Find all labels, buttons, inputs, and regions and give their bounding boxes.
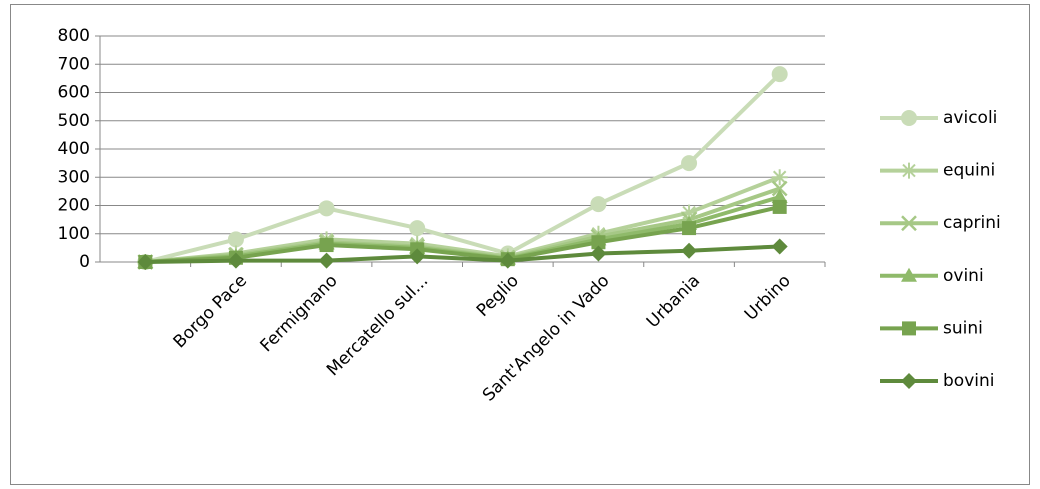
marker [590, 196, 607, 213]
chart-border [10, 4, 1030, 485]
legend-marker [901, 267, 917, 282]
series-line [144, 72, 782, 264]
marker [771, 169, 788, 186]
marker [682, 221, 697, 236]
y-tick-label: 100 [58, 224, 90, 244]
legend-label: ovini [943, 266, 984, 286]
y-tick-label: 600 [58, 83, 90, 103]
marker [590, 245, 607, 262]
marker [591, 235, 606, 250]
legend-marker [901, 373, 917, 389]
series [137, 238, 788, 270]
legend-label: avicoli [943, 108, 997, 128]
marker [227, 231, 244, 248]
y-tick-label: 300 [58, 167, 90, 187]
marker [227, 252, 244, 269]
legend-label: caprini [943, 213, 1001, 233]
marker [771, 238, 788, 255]
series-line [145, 204, 781, 264]
marker [771, 66, 788, 83]
marker [318, 200, 335, 217]
y-tick-label: 500 [58, 111, 90, 131]
marker [772, 199, 787, 214]
marker [499, 252, 516, 269]
legend-label: suini [943, 318, 983, 338]
series-line [145, 244, 780, 264]
marker [681, 242, 698, 259]
marker [318, 252, 335, 269]
marker [409, 248, 426, 265]
marker [681, 155, 698, 172]
y-tick-label: 800 [58, 26, 90, 46]
y-tick-label: 400 [58, 139, 90, 159]
legend-label: bovini [943, 371, 994, 391]
legend-label: equini [943, 161, 995, 181]
legend-marker [902, 321, 916, 336]
marker [319, 238, 334, 253]
marker [681, 204, 698, 221]
y-tick-label: 200 [58, 196, 90, 216]
marker [771, 180, 788, 197]
marker [771, 189, 788, 204]
legend-marker [901, 162, 917, 179]
marker [137, 254, 154, 270]
y-tick-label: 700 [58, 54, 90, 74]
legend-marker [901, 110, 917, 126]
marker [409, 220, 426, 237]
y-tick-label: 0 [79, 252, 90, 272]
legend-marker [901, 215, 917, 232]
